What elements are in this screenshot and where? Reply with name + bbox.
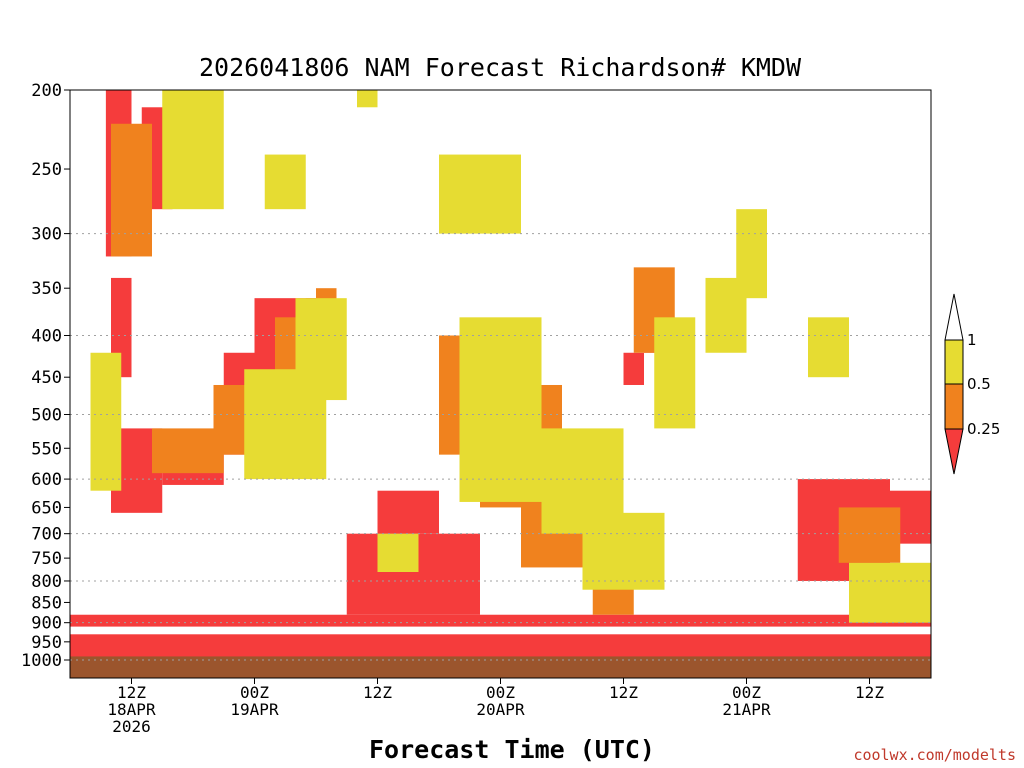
y-tick-label-350: 350 xyxy=(31,279,62,299)
y-tick-label-200: 200 xyxy=(31,81,62,101)
y-tick-label-250: 250 xyxy=(31,160,62,180)
x-tick-label-3-1: 20APR xyxy=(476,700,525,719)
ri-region-35 xyxy=(439,154,521,234)
x-tick-label-2-0: 12Z xyxy=(363,683,392,702)
ri-region-43 xyxy=(849,562,931,623)
x-tick-label-0-1: 18APR xyxy=(107,700,156,719)
ri-region-17 xyxy=(152,428,224,474)
surface-band xyxy=(70,656,931,678)
x-tick-label-4-0: 12Z xyxy=(609,683,638,702)
ri-region-29 xyxy=(162,90,224,210)
x-tick-label-6-0: 12Z xyxy=(855,683,884,702)
x-tick-label-5-0: 00Z xyxy=(732,683,761,702)
x-tick-label-1-0: 00Z xyxy=(240,683,269,702)
x-axis-label: Forecast Time (UTC) xyxy=(369,735,655,764)
legend: 1 0.5 0.25 xyxy=(944,293,1000,475)
legend-arrow-bottom xyxy=(944,428,964,475)
y-tick-label-800: 800 xyxy=(31,572,62,592)
ri-region-1 xyxy=(70,614,931,627)
x-tick-label-5-1: 21APR xyxy=(722,700,771,719)
credit-text: coolwx.com/modelts xyxy=(853,746,1016,764)
ri-region-32 xyxy=(264,154,306,210)
ri-region-10 xyxy=(377,490,439,534)
ri-region-12 xyxy=(623,352,644,385)
y-tick-label-300: 300 xyxy=(31,225,62,245)
ri-region-36 xyxy=(459,317,542,502)
y-tick-label-500: 500 xyxy=(31,406,62,426)
y-tick-label-700: 700 xyxy=(31,525,62,545)
ri-region-38 xyxy=(582,512,665,590)
y-tick-label-750: 750 xyxy=(31,549,62,569)
x-tick-label-0-2: 2026 xyxy=(112,717,151,736)
ri-region-16 xyxy=(111,123,152,257)
x-tick-label-0-0: 12Z xyxy=(117,683,146,702)
y-axis: 200 250 300 350 400 450 500 550 600 650 700 750 8008… xyxy=(21,81,70,671)
ri-region-33 xyxy=(357,90,378,108)
ri-region-26 xyxy=(838,507,901,563)
legend-box-05-1 xyxy=(944,339,964,385)
chart-title: 2026041806 NAM Forecast Richardson# KMDW xyxy=(199,53,802,82)
y-tick-label-550: 550 xyxy=(31,439,62,459)
legend-box-025-05 xyxy=(944,383,964,430)
x-tick-label-3-0: 00Z xyxy=(486,683,515,702)
y-tick-label-950: 950 xyxy=(31,633,62,653)
y-tick-label-1000: 1000 xyxy=(21,651,62,671)
y-tick-label-600: 600 xyxy=(31,470,62,490)
ri-region-28 xyxy=(90,352,122,491)
y-tick-label-850: 850 xyxy=(31,593,62,613)
ri-region-31 xyxy=(295,298,347,401)
ri-region-34 xyxy=(377,533,419,573)
legend-label-0: 1 xyxy=(967,331,977,349)
ri-region-3 xyxy=(111,277,132,378)
legend-label-1: 0.5 xyxy=(967,375,991,393)
legend-label-2: 0.25 xyxy=(967,420,1000,438)
ri-region-42 xyxy=(808,317,849,378)
y-tick-label-900: 900 xyxy=(31,614,62,634)
legend-arrow-top xyxy=(944,293,964,341)
x-tick-label-1-1: 19APR xyxy=(230,700,279,719)
y-tick-label-650: 650 xyxy=(31,498,62,518)
ri-region-39 xyxy=(654,317,696,429)
plot-area xyxy=(69,89,932,679)
ri-region-41 xyxy=(736,209,767,299)
y-tick-label-400: 400 xyxy=(31,326,62,346)
y-tick-label-450: 450 xyxy=(31,368,62,388)
